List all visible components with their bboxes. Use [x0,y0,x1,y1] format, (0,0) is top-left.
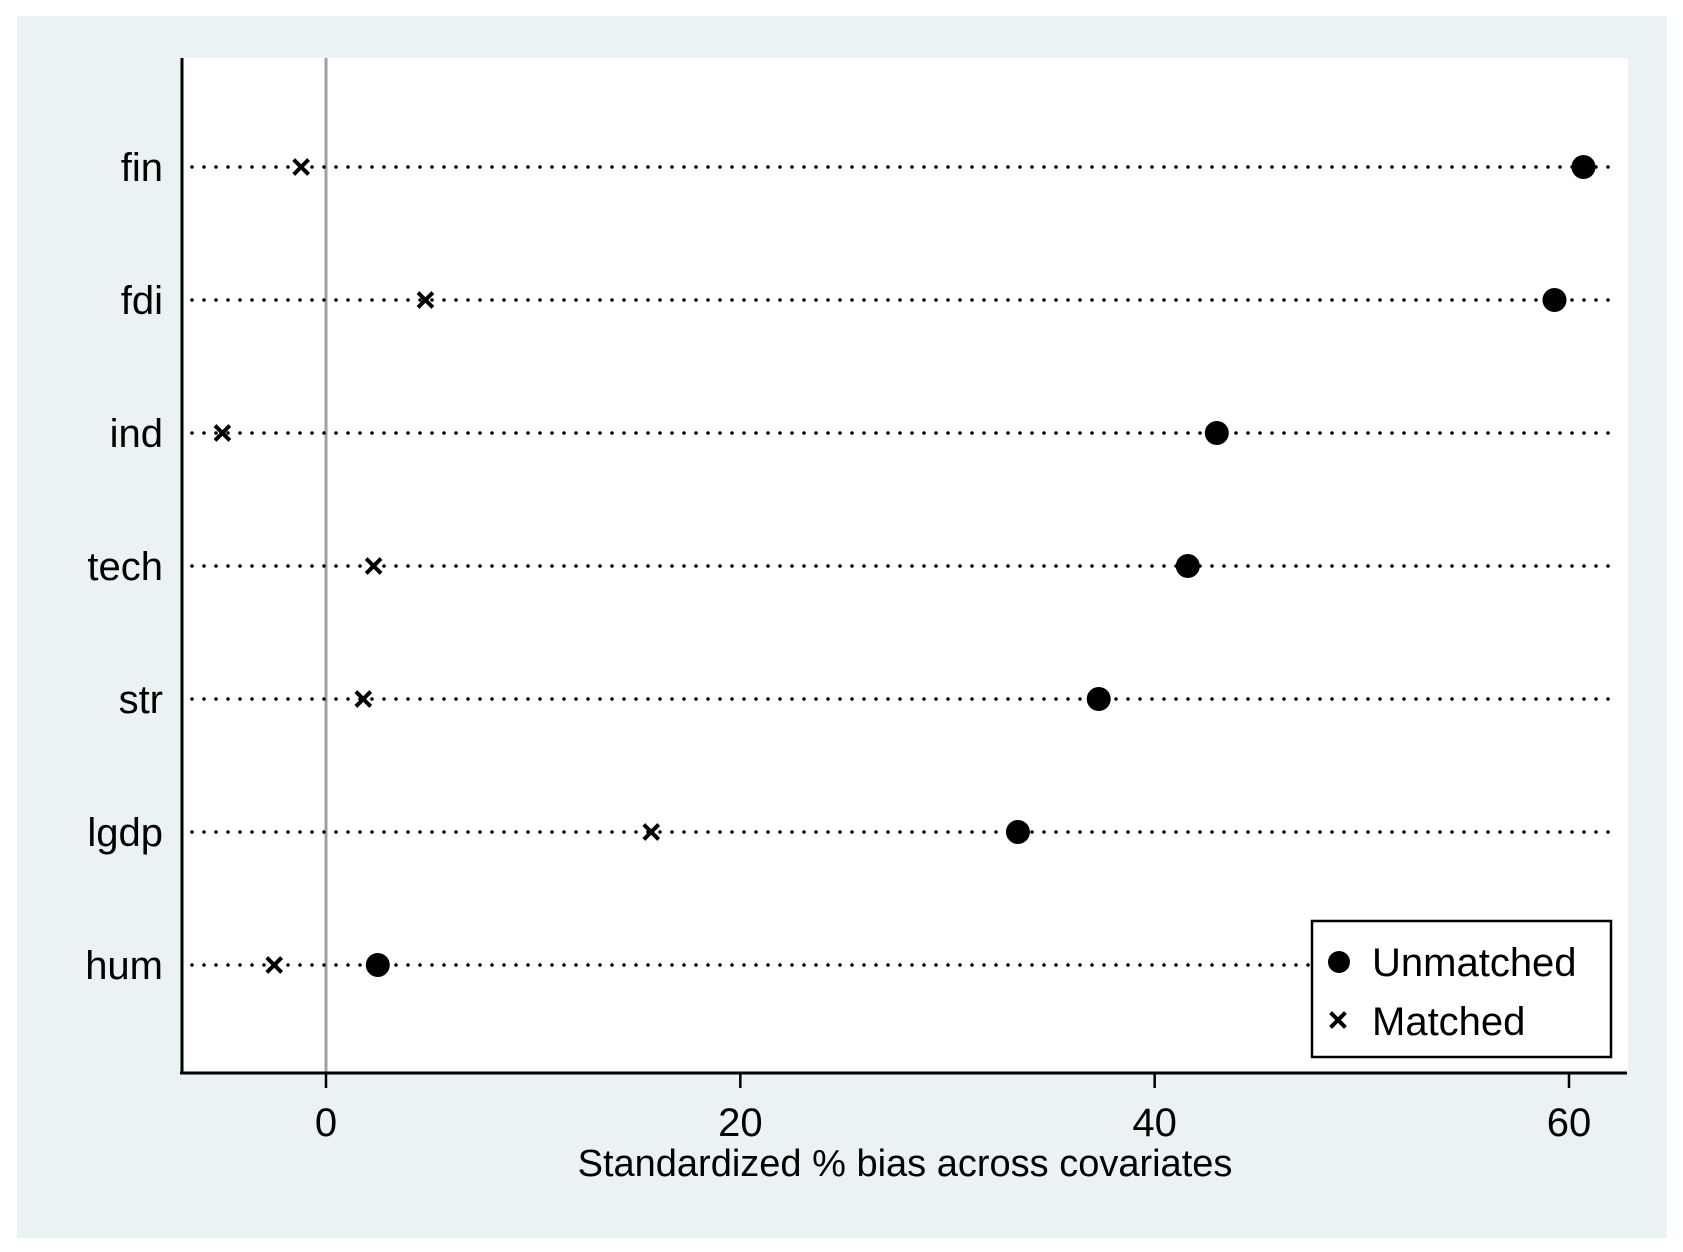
matched-point-str [354,690,373,708]
unmatched-point-tech [1175,554,1200,578]
unmatched-point-lgdp [1005,820,1030,844]
y-tick-label-str: str [119,678,163,722]
unmatched-point-fin [1571,155,1596,179]
y-tick-label-tech: tech [87,545,163,589]
y-tick-label-fdi: fdi [121,279,163,323]
x-tick-label-0: 0 [315,1101,337,1145]
x-tick-label-40: 40 [1132,1101,1177,1145]
legend-unmatched-marker [1328,951,1350,973]
matched-point-hum [265,956,284,974]
x-axis-ticks: 0 20 40 60 [315,1073,1591,1145]
unmatched-point-ind [1204,421,1229,445]
matched-point-tech [364,557,383,575]
matched-point-ind [213,424,232,442]
matched-point-lgdp [642,823,661,841]
y-tick-label-lgdp: lgdp [87,811,163,855]
unmatched-point-hum [365,953,390,977]
y-tick-label-ind: ind [110,412,163,456]
unmatched-point-str [1086,687,1111,711]
y-tick-label-hum: hum [85,944,163,988]
x-axis-title: Standardized % bias across covariates [578,1143,1233,1185]
legend-matched-marker [1329,1011,1347,1029]
legend: Unmatched Matched [1310,919,1613,1059]
legend-box [1310,919,1613,1059]
unmatched-point-fdi [1542,288,1567,312]
x-tick-label-20: 20 [718,1101,763,1145]
matched-point-fin [292,158,310,176]
y-tick-label-fin: fin [121,146,163,190]
legend-matched-label: Matched [1372,1000,1525,1044]
x-tick-label-60: 60 [1547,1101,1592,1145]
plot-background [182,58,1628,1072]
data-markers [213,155,1596,977]
legend-unmatched-label: Unmatched [1372,941,1577,985]
matched-point-fdi [416,291,435,309]
